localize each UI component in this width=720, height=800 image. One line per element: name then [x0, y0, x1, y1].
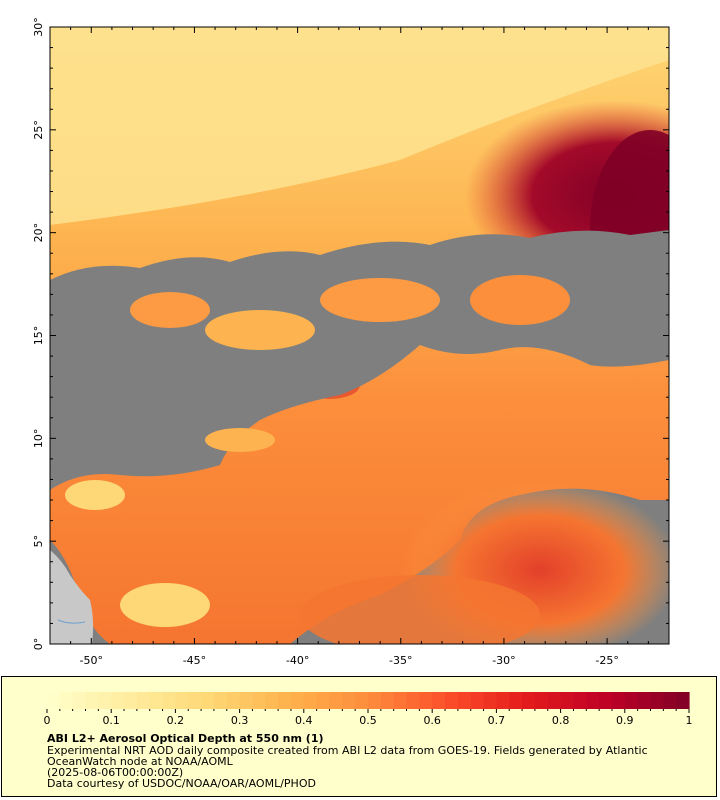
- lat-tick-label: 30°: [32, 17, 45, 37]
- lon-tick-label: -35°: [389, 654, 412, 667]
- lon-tick-label: -50°: [80, 654, 103, 667]
- aerosol-island-2: [205, 310, 315, 350]
- map-panel: -50° -45° -40° -35° -30° -25° 0° 5° 10° 15° 20° 25…: [32, 17, 670, 667]
- latitude-axis: 0° 5° 10° 15° 20° 25° 30°: [32, 17, 669, 650]
- caption-description: Experimental NRT AOD daily composite cre…: [47, 744, 648, 768]
- lon-tick-label: -30°: [492, 654, 515, 667]
- aod-map: -50° -45° -40° -35° -30° -25° 0° 5° 10° 15° 20° 25…: [32, 17, 670, 667]
- lat-tick-label: 0°: [32, 638, 45, 651]
- lat-tick-label: 10°: [32, 429, 45, 449]
- caption-title: ABI L2+ Aerosol Optical Depth at 550 nm …: [47, 732, 324, 745]
- caption-credit: Data courtesy of USDOC/NOAA/OAR/AOML/PHO…: [47, 777, 316, 790]
- aerosol-island-7: [120, 583, 210, 627]
- lat-tick-label: 15°: [32, 326, 45, 346]
- longitude-axis: -50° -45° -40° -35° -30° -25°: [49, 27, 670, 667]
- aerosol-south-band: [300, 575, 540, 644]
- lon-tick-label: -45°: [183, 654, 206, 667]
- aerosol-island-4: [470, 275, 570, 325]
- lat-tick-label: 20°: [32, 223, 45, 243]
- lon-tick-label: -25°: [595, 654, 618, 667]
- aerosol-island-1: [130, 292, 210, 328]
- south-america-land: [50, 550, 94, 644]
- aerosol-island-3: [320, 278, 440, 322]
- aerosol-island-6: [65, 480, 125, 510]
- aerosol-island-5: [205, 428, 275, 452]
- map-data-field: [50, 27, 669, 644]
- lat-tick-label: 25°: [32, 120, 45, 140]
- lon-tick-label: -40°: [286, 654, 309, 667]
- caption-timestamp: (2025-08-06T00:00:00Z): [47, 766, 184, 779]
- low-aod-band: [50, 27, 669, 225]
- river-line: [57, 619, 86, 624]
- lat-tick-label: 5°: [32, 535, 45, 548]
